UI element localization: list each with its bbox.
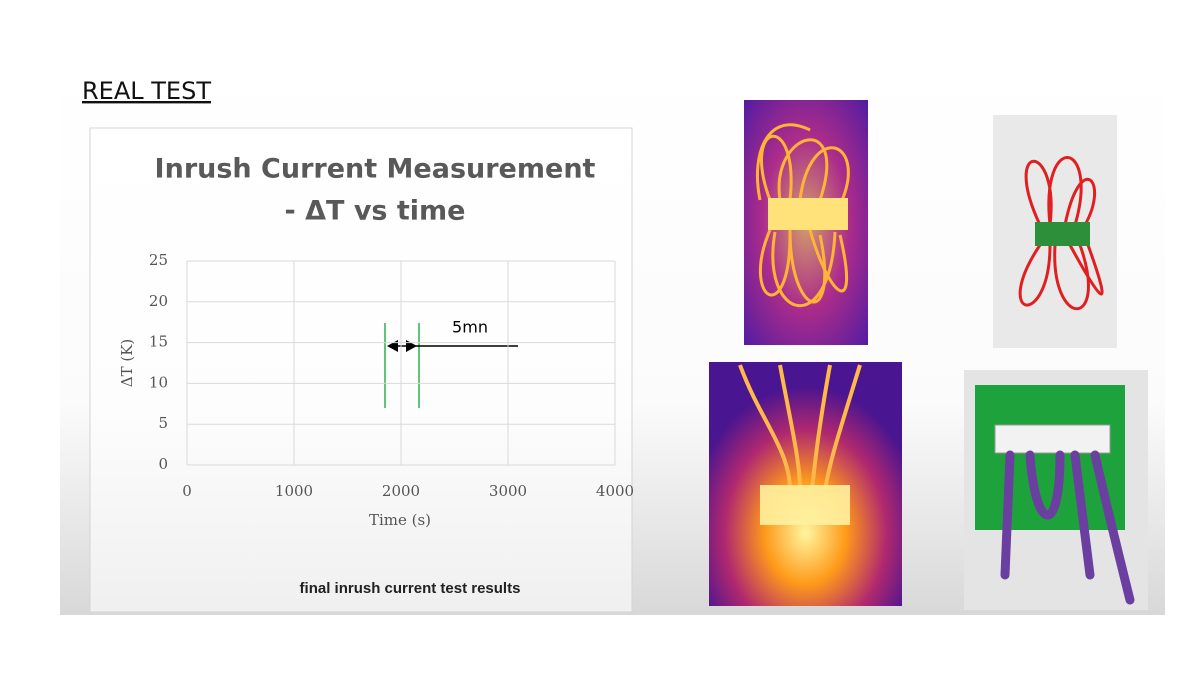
y-tick-label: 20 (149, 292, 168, 310)
photo-red-wires (993, 115, 1117, 348)
annotation-text: 5mn (452, 318, 488, 337)
y-tick-label: 10 (149, 373, 168, 391)
x-axis-label: Time (s) (369, 511, 431, 529)
chart-title: Inrush Current Measurement (155, 154, 596, 185)
y-tick-label: 5 (158, 414, 168, 432)
chart-subtitle: - ΔT vs time (285, 196, 466, 227)
x-tick-label: 2000 (382, 482, 420, 500)
x-tick-label: 0 (182, 482, 192, 500)
thermal-photo-bottom (709, 362, 902, 606)
x-tick-label: 3000 (489, 482, 527, 500)
chart-frame (89, 127, 633, 613)
x-tick-label: 1000 (275, 482, 313, 500)
thermal-photo-top (744, 100, 868, 345)
x-tick-label: 4000 (596, 482, 634, 500)
y-tick-label: 25 (149, 251, 168, 269)
slide-title: REAL TEST (82, 77, 211, 105)
chart: Inrush Current Measurement - ΔT vs time … (118, 154, 634, 530)
y-axis-label: ΔT (K) (118, 339, 136, 388)
caption: final inrush current test results (300, 580, 521, 597)
photo-green-board (964, 370, 1148, 610)
y-tick-label: 15 (149, 333, 168, 351)
y-tick-label: 0 (158, 455, 168, 473)
